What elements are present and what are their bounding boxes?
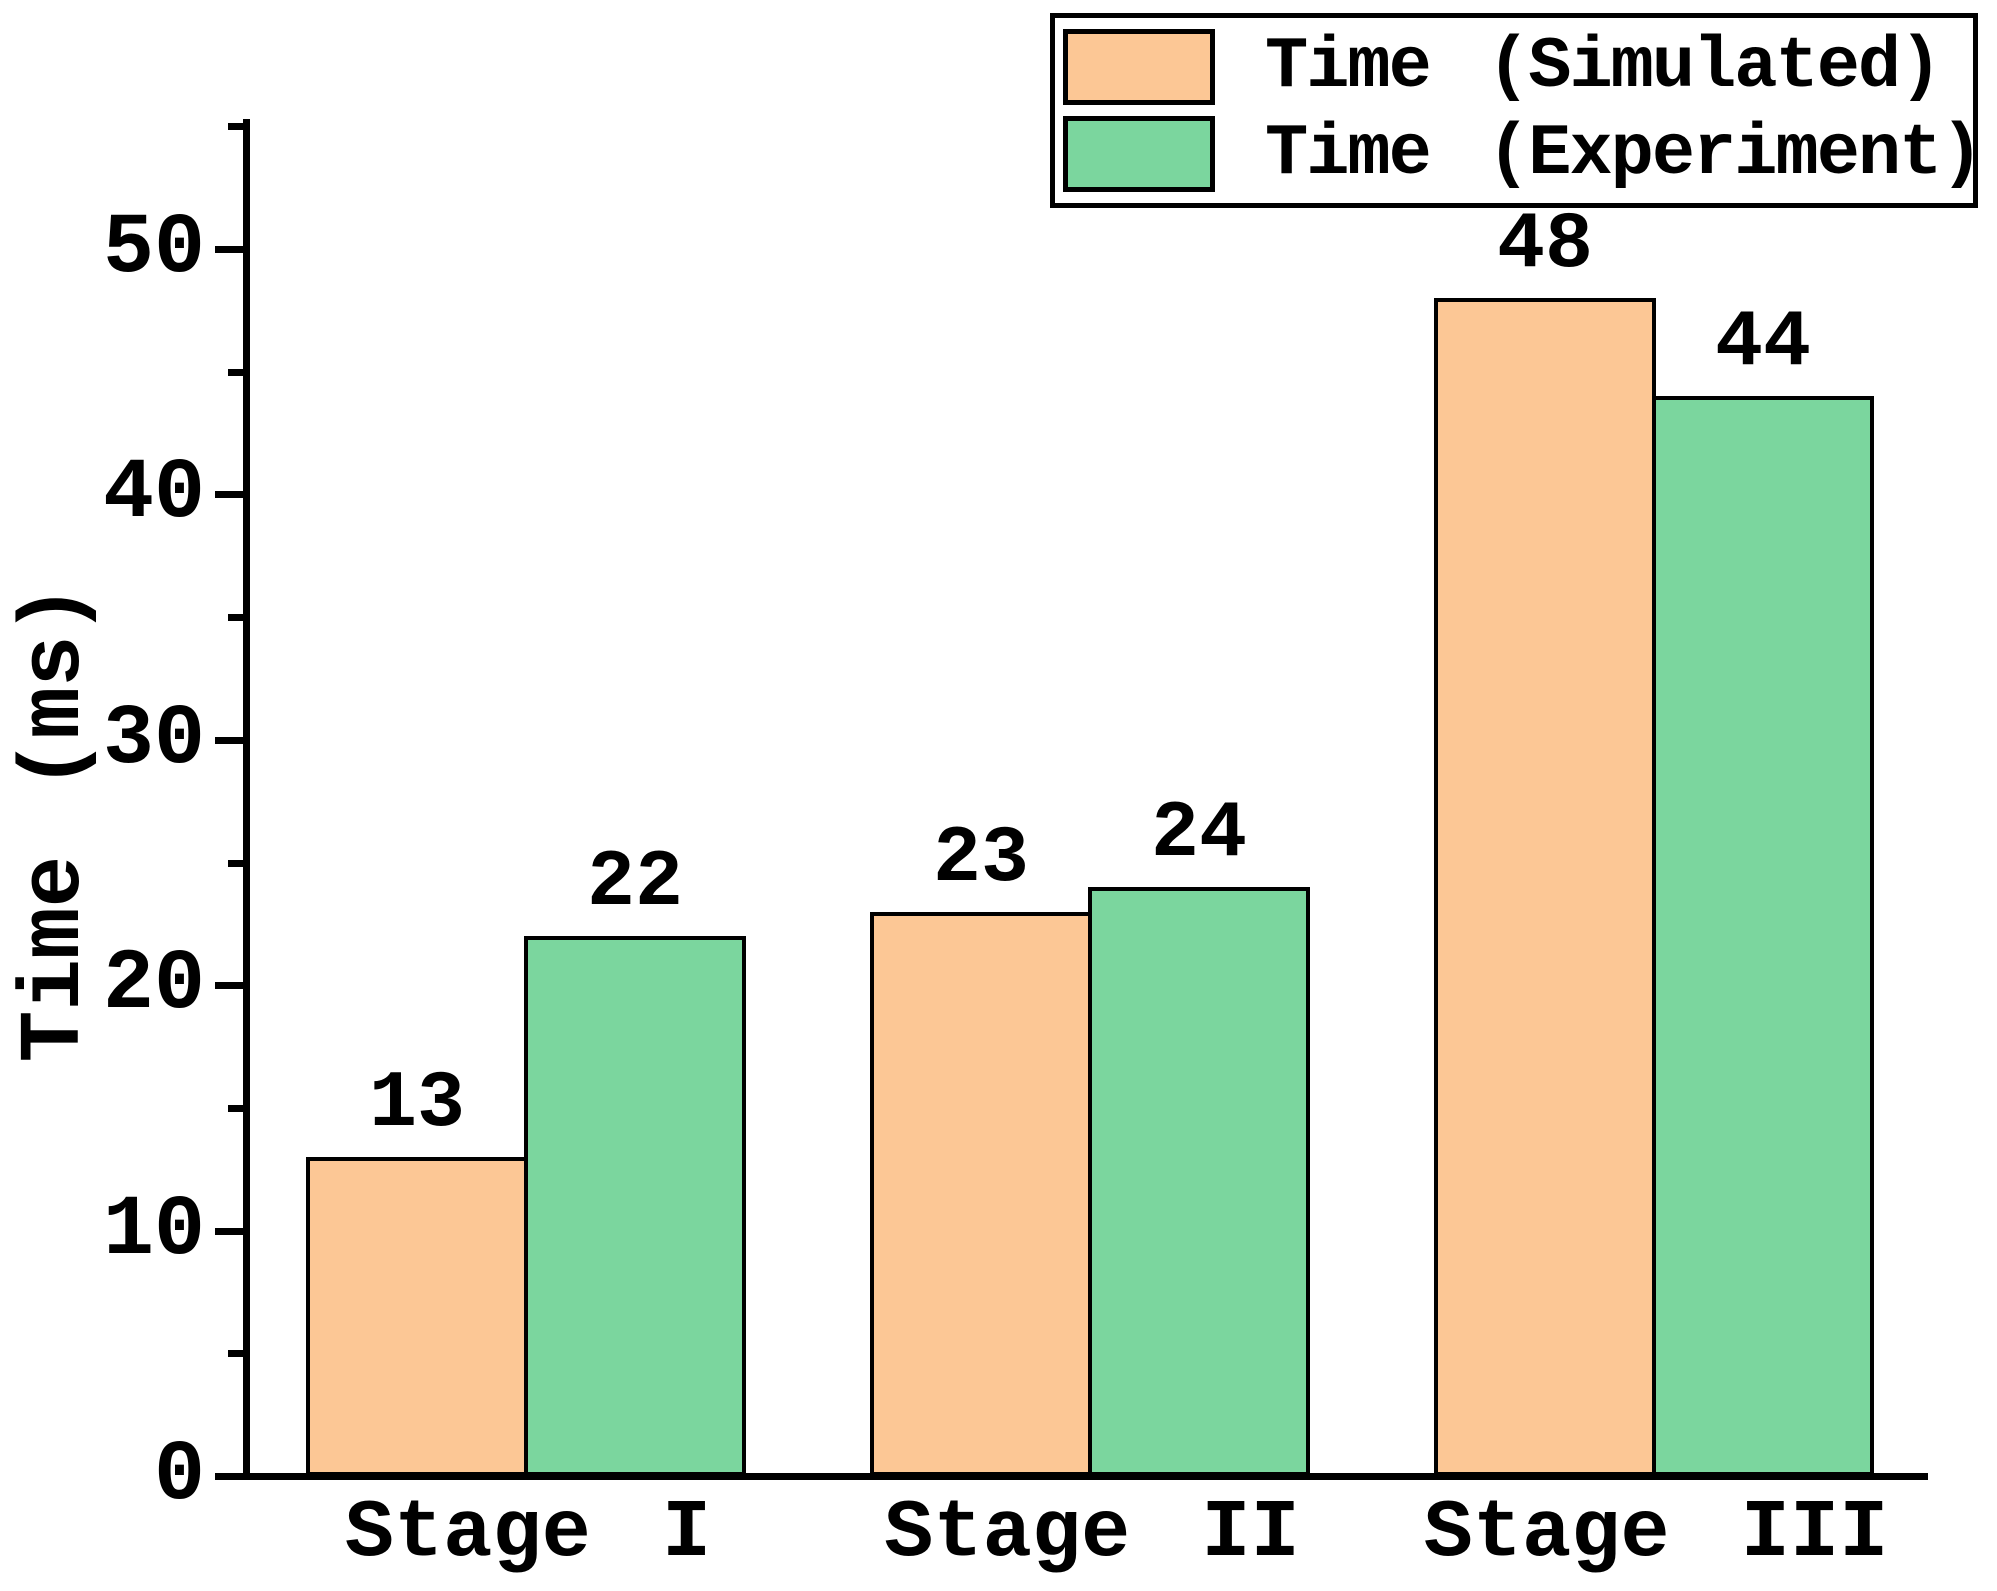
legend-item-experiment: Time (Experiment) [1063,116,1984,192]
y-tick-label: 30 [102,690,205,788]
bar-value-label: 44 [1714,298,1812,390]
y-axis-spine [243,119,250,1480]
y-tick-label: 0 [153,1427,205,1524]
bar-value-label: 24 [1150,789,1248,881]
bar-time-simulated--stage-iii [1434,298,1656,1476]
x-category-label: Stage III [1423,1487,1889,1580]
y-major-tick [215,1473,243,1480]
y-major-tick [215,736,243,744]
y-minor-tick [228,1350,243,1358]
y-major-tick [215,1227,243,1235]
y-tick-label: 40 [102,445,205,543]
bar-value-label: 13 [368,1058,466,1150]
y-minor-tick [228,368,243,376]
y-major-tick [215,982,243,990]
bar-time-simulated--stage-ii [870,911,1092,1476]
bar-time-experiment--stage-i [524,936,746,1476]
x-category-label: Stage I [344,1487,712,1580]
y-major-tick [215,491,243,499]
y-tick-label: 20 [102,936,205,1034]
y-minor-tick [228,1104,243,1112]
legend-swatch-experiment [1063,116,1215,192]
x-axis-spine [236,1473,1928,1480]
bar-time-simulated--stage-i [306,1156,528,1476]
bar-value-label: 48 [1496,200,1594,292]
y-major-tick [215,246,243,254]
y-minor-tick [228,859,243,867]
bar-time-experiment--stage-ii [1088,887,1310,1476]
y-tick-label: 50 [102,200,205,298]
bar-value-label: 22 [586,838,684,930]
x-category-label: Stage II [884,1487,1300,1580]
y-minor-tick [228,614,243,622]
legend-item-simulated: Time (Simulated) [1063,29,1973,105]
bar-time-experiment--stage-iii [1652,396,1874,1476]
legend-swatch-simulated [1063,29,1215,105]
y-tick-label: 10 [102,1181,205,1279]
y-minor-tick [228,123,243,131]
bar-value-label: 23 [932,813,1030,905]
legend-label-simulated: Time (Simulated) [1265,26,1942,108]
legend-label-experiment: Time (Experiment) [1265,113,1984,195]
legend: Time (Simulated) Time (Experiment) [1050,13,1984,208]
